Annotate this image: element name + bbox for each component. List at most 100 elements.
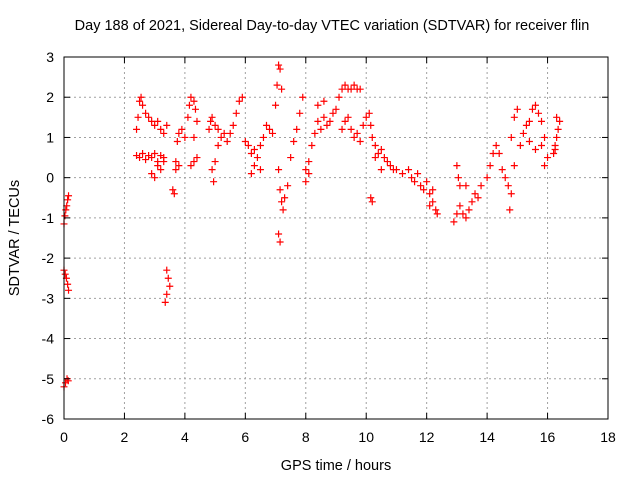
x-tick-label: 18 (600, 429, 616, 445)
data-point (489, 150, 497, 158)
data-point (414, 170, 422, 178)
data-point (350, 81, 358, 89)
data-point (308, 141, 316, 149)
data-point (157, 166, 165, 174)
data-point (320, 113, 328, 121)
data-point (154, 162, 162, 170)
data-point (166, 282, 174, 290)
data-point (276, 238, 284, 246)
data-point (208, 113, 216, 121)
data-point (217, 133, 225, 141)
data-point (429, 198, 437, 206)
data-point (371, 141, 379, 149)
data-point (519, 129, 527, 137)
data-point (510, 162, 518, 170)
data-point (163, 290, 171, 298)
data-point (187, 162, 195, 170)
data-point (411, 178, 419, 186)
data-point (462, 182, 470, 190)
data-point (359, 121, 367, 129)
data-point (235, 97, 243, 105)
data-point (507, 190, 515, 198)
data-point (474, 194, 482, 202)
data-point (299, 93, 307, 101)
data-point (284, 182, 292, 190)
data-point (191, 105, 199, 113)
data-point (214, 141, 222, 149)
data-point (142, 109, 150, 117)
data-point (193, 117, 201, 125)
data-point (498, 166, 506, 174)
data-point (531, 101, 539, 109)
data-point (513, 105, 521, 113)
y-tick-label: 1 (46, 129, 54, 145)
data-point (256, 141, 264, 149)
data-point (281, 194, 289, 202)
data-point (338, 125, 346, 133)
data-point (554, 125, 562, 133)
data-point (420, 186, 428, 194)
data-point (137, 93, 145, 101)
data-point (374, 150, 382, 158)
data-point (429, 186, 437, 194)
data-point (232, 109, 240, 117)
data-point (556, 117, 564, 125)
data-point (311, 129, 319, 137)
data-point (190, 133, 198, 141)
data-point (326, 117, 334, 125)
data-point (163, 266, 171, 274)
data-point (142, 156, 150, 164)
data-point (163, 121, 171, 129)
data-point (276, 65, 284, 73)
data-point (207, 117, 215, 125)
data-point (133, 125, 141, 133)
data-point (269, 129, 277, 137)
y-tick-label: 0 (46, 170, 54, 186)
data-point (223, 137, 231, 145)
data-point (293, 125, 301, 133)
data-point (214, 125, 222, 133)
data-point (553, 133, 561, 141)
data-point (276, 186, 284, 194)
data-point (551, 146, 559, 154)
data-point (525, 137, 533, 145)
data-point (426, 190, 434, 198)
data-point (164, 274, 172, 282)
data-point (408, 174, 416, 182)
data-point (426, 202, 434, 210)
data-point (506, 206, 514, 214)
data-point (244, 141, 252, 149)
data-point (241, 137, 249, 145)
data-point (160, 129, 168, 137)
data-point (553, 113, 561, 121)
plot-frame (63, 56, 609, 420)
data-point (64, 280, 72, 288)
data-point (148, 170, 156, 178)
data-point (305, 158, 313, 166)
data-point (465, 206, 473, 214)
data-point (148, 117, 156, 125)
data-point (250, 162, 258, 170)
data-point (341, 81, 349, 89)
data-point (273, 81, 281, 89)
data-point (151, 150, 159, 158)
y-tick-label: -2 (42, 250, 55, 266)
data-point (486, 162, 494, 170)
data-point (220, 129, 228, 137)
data-point (528, 105, 536, 113)
data-point (510, 113, 518, 121)
data-point (456, 182, 464, 190)
data-point (350, 133, 358, 141)
data-point (275, 166, 283, 174)
data-point (459, 210, 467, 218)
y-tick-label: -1 (42, 210, 55, 226)
y-tick-label: -3 (42, 290, 55, 306)
data-point (290, 137, 298, 145)
data-point (139, 150, 147, 158)
data-point (173, 137, 181, 145)
data-point (347, 125, 355, 133)
data-point (175, 129, 183, 137)
data-point (356, 137, 364, 145)
